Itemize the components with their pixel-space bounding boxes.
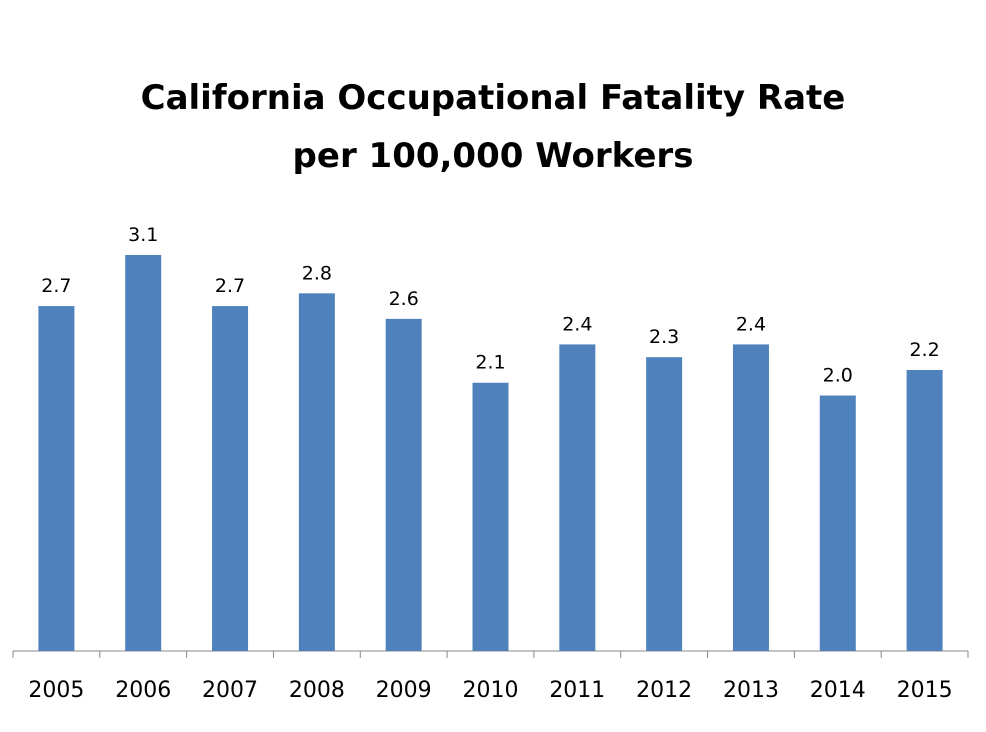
data-label-2008: 2.8 bbox=[302, 262, 332, 284]
bar-2014 bbox=[819, 395, 856, 651]
x-tick-label-2008: 2008 bbox=[289, 678, 345, 703]
data-label-2007: 2.7 bbox=[215, 275, 245, 297]
bar-2015 bbox=[906, 369, 943, 651]
data-label-2009: 2.6 bbox=[389, 288, 419, 310]
x-tick-label-2011: 2011 bbox=[549, 678, 605, 703]
x-tick-label-2010: 2010 bbox=[463, 678, 519, 703]
x-tick-label-2006: 2006 bbox=[115, 678, 171, 703]
data-label-2006: 3.1 bbox=[128, 224, 158, 246]
bar-2007 bbox=[212, 306, 249, 651]
bar-2011 bbox=[559, 344, 596, 651]
bar-2008 bbox=[298, 293, 335, 651]
x-tick-label-2014: 2014 bbox=[810, 678, 866, 703]
x-tick-label-2013: 2013 bbox=[723, 678, 779, 703]
data-label-2010: 2.1 bbox=[475, 352, 505, 374]
bar-2010 bbox=[472, 382, 509, 651]
bar-2005 bbox=[38, 306, 75, 651]
x-tick-label-2005: 2005 bbox=[28, 678, 84, 703]
data-label-2012: 2.3 bbox=[649, 326, 679, 348]
x-tick-label-2009: 2009 bbox=[376, 678, 432, 703]
chart-title-line-2: per 100,000 Workers bbox=[292, 136, 694, 176]
bar-2006 bbox=[125, 255, 162, 651]
x-tick-label-2015: 2015 bbox=[897, 678, 953, 703]
data-label-2005: 2.7 bbox=[41, 275, 71, 297]
data-label-2015: 2.2 bbox=[909, 339, 939, 361]
data-label-2011: 2.4 bbox=[562, 313, 592, 335]
x-tick-label-2007: 2007 bbox=[202, 678, 258, 703]
bar-2012 bbox=[646, 357, 683, 651]
bar-2009 bbox=[385, 318, 422, 651]
data-label-2014: 2.0 bbox=[823, 365, 853, 387]
bar-2013 bbox=[732, 344, 769, 651]
x-tick-label-2012: 2012 bbox=[636, 678, 692, 703]
data-label-2013: 2.4 bbox=[736, 313, 766, 335]
chart-title-line-1: California Occupational Fatality Rate bbox=[140, 78, 846, 118]
